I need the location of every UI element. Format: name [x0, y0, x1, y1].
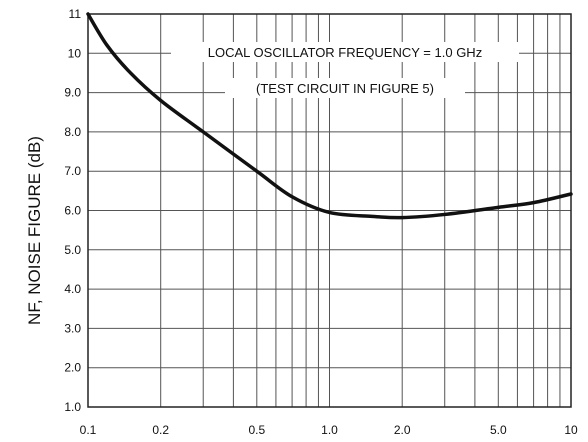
y-tick-label: 2.0	[64, 361, 81, 375]
noise-figure-series-line	[86, 12, 573, 220]
x-tick-label-layer: 0.1 0.2 0.5 1.0 2.0 5.0 10	[80, 423, 578, 437]
annotation-background	[225, 78, 465, 98]
series-layer	[86, 12, 573, 220]
x-tick-label: 2.0	[394, 423, 411, 437]
x-tick-label: 0.5	[248, 423, 265, 437]
y-tick-label: 8.0	[64, 125, 81, 139]
y-tick-label: 11	[69, 7, 82, 21]
y-tick-label: 3.0	[64, 321, 81, 335]
y-tick-label: 1.0	[64, 400, 81, 414]
y-tick-label: 7.0	[64, 164, 81, 178]
plot-frame	[87, 13, 572, 408]
chart-annotation: (TEST CIRCUIT IN FIGURE 5)	[256, 81, 434, 96]
grid-layer	[87, 13, 572, 408]
y-tick-label: 4.0	[64, 282, 81, 296]
annotation-layer: LOCAL OSCILLATOR FREQUENCY = 1.0 GHz (TES…	[171, 42, 519, 98]
chart-annotation: LOCAL OSCILLATOR FREQUENCY = 1.0 GHz	[208, 45, 482, 60]
x-tick-label: 1.0	[321, 423, 338, 437]
y-axis-title: NF, NOISE FIGURE (dB)	[25, 136, 44, 325]
y-tick-label: 5.0	[64, 243, 81, 257]
x-tick-label: 0.2	[152, 423, 169, 437]
x-tick-label: 0.1	[80, 423, 97, 437]
y-tick-label: 9.0	[64, 86, 81, 100]
y-tick-label-layer: 1.0 2.0 3.0 4.0 5.0 6.0 7.0 8.0 9.0 10 11	[64, 7, 81, 414]
y-tick-label: 10	[68, 46, 82, 60]
x-tick-label: 10	[564, 423, 578, 437]
x-tick-label: 5.0	[490, 423, 507, 437]
plot-border	[87, 13, 572, 408]
y-tick-label: 6.0	[64, 204, 81, 218]
annotation-background	[171, 42, 519, 62]
